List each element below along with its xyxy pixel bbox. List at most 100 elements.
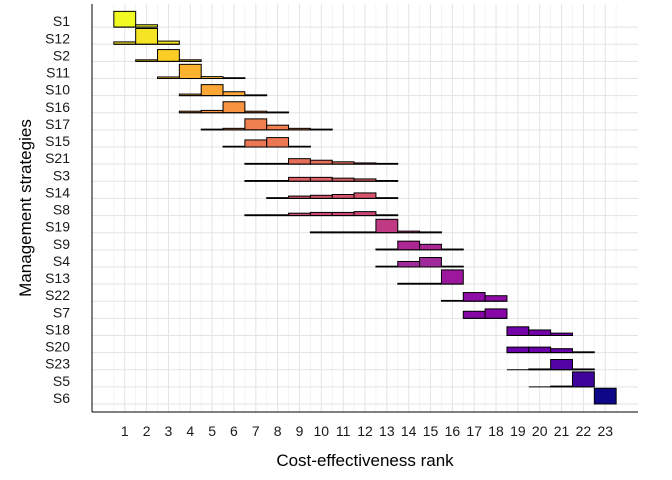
rank-tile (419, 243, 442, 251)
strategy-ridge-s19 (309, 218, 442, 234)
y-tick-label: S18 (45, 321, 70, 337)
x-tick-label: 23 (597, 423, 613, 439)
rank-tile (244, 118, 268, 131)
rank-tile (266, 124, 290, 131)
x-axis-title: Cost-effectiveness rank (276, 451, 454, 470)
rank-tile (506, 346, 530, 354)
x-tick-label: 10 (314, 423, 330, 439)
y-tick-label: S19 (45, 219, 70, 235)
axis-layer (91, 4, 638, 413)
rank-tile (157, 76, 180, 80)
strategy-ridge-s8 (244, 211, 399, 217)
rank-tile (528, 346, 552, 354)
x-tick-label: 7 (252, 423, 260, 439)
y-tick-label: S11 (46, 65, 70, 81)
rank-tile (528, 329, 552, 336)
x-tick-labels: 1 2 3 4 5 6 7 8 9 10 11 12 13 14 15 16 17 18 19 20 21 22 23 (121, 423, 613, 439)
strategy-ridge-s1 (113, 10, 159, 28)
rank-tile (397, 260, 421, 268)
rank-tile (288, 158, 311, 165)
rank-tile (222, 91, 246, 97)
y-tick-label: S22 (45, 287, 70, 303)
x-tick-label: 15 (423, 423, 439, 439)
rank-tile (353, 211, 377, 217)
x-tick-label: 6 (230, 423, 238, 439)
x-tick-label: 13 (379, 423, 395, 439)
y-tick-label: S15 (45, 133, 70, 149)
y-tick-label: S9 (53, 236, 70, 252)
rank-tile (550, 358, 573, 371)
x-tick-label: 14 (401, 423, 417, 439)
rank-tile (331, 193, 355, 199)
strategy-ridge-s15 (222, 137, 311, 148)
y-tick-label: S6 (53, 390, 70, 406)
x-tick-label: 22 (576, 423, 592, 439)
strategy-ridge-s23 (528, 358, 595, 371)
x-tick-label: 20 (532, 423, 548, 439)
y-tick-label: S3 (53, 167, 70, 183)
rank-tile (222, 101, 246, 114)
rank-tile (353, 192, 377, 199)
rank-tile (593, 387, 617, 405)
x-tick-label: 2 (143, 423, 151, 439)
rank-tile (157, 49, 180, 62)
x-tick-label: 17 (466, 423, 482, 439)
y-tick-label: S8 (53, 202, 70, 218)
rank-tile (288, 176, 311, 182)
x-tick-label: 21 (554, 423, 570, 439)
y-tick-label: S13 (45, 270, 70, 286)
strategy-ridge-s12 (113, 28, 180, 45)
rank-tile (440, 299, 464, 302)
x-tick-label: 9 (296, 423, 304, 439)
strategy-ridge-s10 (178, 84, 268, 97)
strategy-ridge-s9 (375, 240, 464, 251)
y-tick-label: S17 (45, 116, 70, 132)
y-tick-labels: S1S12S2S11S10S16S17S15S21S3S14S8S19S9S4S… (45, 13, 70, 406)
rank-tile (375, 218, 399, 234)
x-tick-label: 19 (510, 423, 526, 439)
y-axis-title: Management strategies (16, 119, 35, 297)
rank-tile (419, 257, 442, 268)
rank-tile (178, 63, 202, 80)
strategy-ridge-s22 (440, 292, 508, 302)
rank-tile (113, 10, 137, 28)
strategy-ridge-s17 (200, 118, 333, 131)
x-tick-label: 16 (445, 423, 461, 439)
x-tick-label: 4 (186, 423, 194, 439)
rank-tile (135, 28, 159, 45)
rank-tile (484, 308, 508, 319)
x-tick-label: 5 (208, 423, 216, 439)
rank-tile (506, 326, 530, 336)
strategy-ridge-s16 (178, 101, 290, 114)
rank-tile (484, 295, 508, 302)
x-tick-label: 3 (165, 423, 173, 439)
y-tick-label: S20 (45, 339, 70, 355)
x-tick-label: 1 (121, 423, 129, 439)
rank-tile (571, 371, 595, 388)
rank-tile (244, 139, 268, 148)
strategy-ridge-s7 (462, 308, 508, 319)
rank-tile (266, 137, 290, 148)
x-tick-label: 11 (336, 423, 351, 439)
strategy-ridge-s4 (375, 257, 464, 268)
x-tick-label: 12 (357, 423, 373, 439)
y-tick-label: S16 (45, 99, 70, 115)
y-tick-label: S14 (45, 184, 70, 200)
y-tick-label: S2 (53, 47, 70, 63)
y-tick-label: S10 (45, 82, 70, 98)
y-tick-label: S12 (45, 30, 70, 46)
rank-tile (200, 84, 224, 97)
range-layer (113, 26, 617, 405)
strategy-ridge-s6 (593, 387, 617, 405)
y-tick-label: S21 (45, 150, 70, 166)
y-tick-label: S23 (45, 356, 70, 372)
rank-tile (309, 176, 333, 182)
strategy-ridge-s5 (550, 371, 595, 388)
strategy-ridge-s20 (506, 346, 595, 354)
y-tick-label: S7 (53, 304, 70, 320)
rank-tile (550, 348, 573, 354)
strategy-ridge-s3 (244, 176, 399, 182)
y-tick-label: S4 (53, 253, 70, 269)
rank-tile (462, 292, 486, 302)
